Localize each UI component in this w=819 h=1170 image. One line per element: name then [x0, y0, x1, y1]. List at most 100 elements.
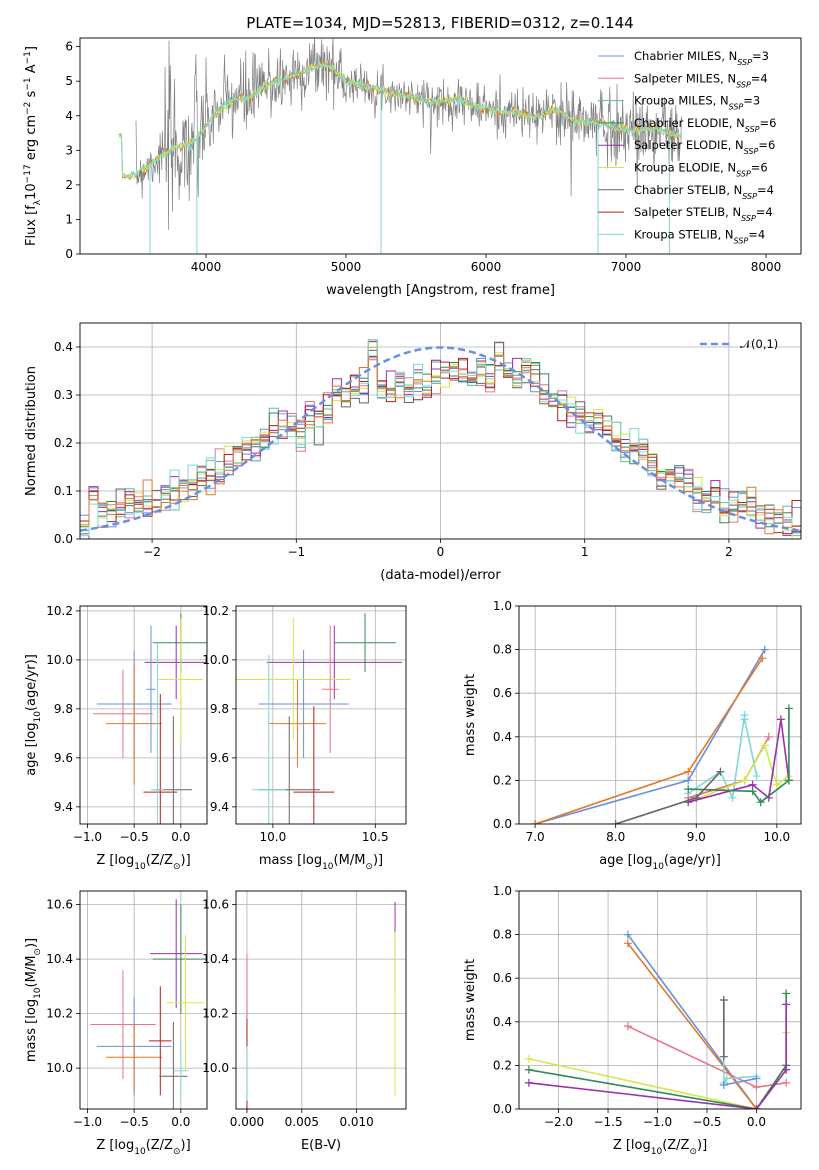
- legend-label: Chabrier STELIB, NSSP=4: [634, 183, 774, 201]
- weight-marker: [764, 732, 773, 741]
- tick-label-x: 8.0: [606, 830, 625, 844]
- tick-label-y: 9.6: [54, 751, 73, 765]
- tick-label-y: 0.3: [54, 388, 73, 402]
- x-axis-label-part: Z [log: [613, 1138, 651, 1153]
- legend-label: 𝒩(0,1): [740, 337, 778, 351]
- x-axis-label: E(B-V): [301, 1138, 341, 1153]
- x-axis-label-part: 10: [322, 862, 334, 872]
- tick-label-y: 10.2: [202, 604, 229, 618]
- legend-model-name: Salpeter MILES, N: [634, 71, 736, 85]
- weight-marker: [719, 996, 728, 1004]
- y-axis-label-part: ⊙: [33, 948, 43, 956]
- plot-area-mass-vs-ebv: [236, 891, 406, 1109]
- y-axis-label-part: λ: [33, 199, 43, 205]
- spectrum-model-line: [118, 60, 682, 181]
- weight-marker: [524, 1054, 533, 1063]
- tick-label-y: 1.0: [493, 884, 512, 898]
- x-axis-label: Z [log10(Z/Z⊙)]: [96, 1138, 190, 1157]
- weight-marker: [784, 704, 793, 713]
- axes-frame: [79, 605, 208, 825]
- legend-subscript: SSP: [736, 169, 751, 178]
- x-axis-label-part: ⊙: [173, 862, 181, 872]
- weight-marker: [740, 776, 749, 785]
- y-axis-label-part: erg cm: [24, 115, 39, 164]
- y-axis-label: mass weight: [463, 959, 478, 1041]
- x-axis-label-part: Z [log: [96, 853, 134, 868]
- tick-label-y: 0.0: [493, 817, 512, 831]
- weight-line: [723, 1077, 757, 1086]
- x-axis-label-part: 10: [652, 862, 664, 872]
- legend-label: Kroupa MILES, NSSP=3: [634, 94, 760, 112]
- plot-area-age-vs-Z: [80, 606, 207, 824]
- x-axis-label: (data-model)/error: [380, 568, 501, 583]
- tick-label-x: 9.0: [687, 830, 706, 844]
- weight-marker: [623, 939, 632, 948]
- x-axis-label: Z [log10(Z/Z⊙)]: [613, 1138, 707, 1157]
- axes-frame: [79, 37, 802, 255]
- weight-marker: [531, 820, 540, 824]
- weight-marker: [611, 820, 620, 824]
- tick-label-x: 7.0: [526, 830, 545, 844]
- tick-label-y: 0.6: [493, 686, 512, 700]
- tick-label-x: 4000: [191, 260, 222, 274]
- plot-area-spectrum: [118, 38, 683, 254]
- y-axis-label-part: (M/M: [24, 956, 39, 988]
- panel-mass-weight-vs-Z: −2.0 −1.5 −1.0 −0.5 0.0 0.0 0.2 0.4 0.6 0.8 1.0 Z […: [463, 884, 802, 1157]
- x-axis-label-part: 10: [134, 1147, 146, 1157]
- weight-marker: [758, 654, 767, 663]
- weight-marker: [752, 1105, 761, 1109]
- weight-marker: [782, 1078, 791, 1087]
- weight-marker: [752, 1083, 761, 1092]
- legend-label: Kroupa ELODIE, NSSP=6: [634, 161, 768, 179]
- panel-mass-vs-Z: −1.0 −0.5 0.010.010.210.410.6Z [log10(Z/Z⊙…: [24, 890, 208, 1157]
- spectrum-data-line: [135, 38, 683, 230]
- tick-label-x: 5000: [331, 260, 362, 274]
- tick-label-x: −1.0: [73, 830, 102, 844]
- tick-label-y: 0.4: [493, 1015, 512, 1029]
- x-axis-label-part: (Z/Z: [146, 1138, 173, 1153]
- weight-marker: [623, 1022, 632, 1031]
- tick-label-y: 9.4: [210, 800, 229, 814]
- y-axis-label-part: ]: [24, 46, 39, 51]
- x-axis-label-part: ⊙: [365, 862, 373, 872]
- x-axis-label-part: (M/M: [334, 853, 366, 868]
- tick-label-y: 0.4: [54, 340, 73, 354]
- weight-marker: [684, 776, 693, 785]
- weight-line: [528, 1004, 788, 1109]
- x-axis-label: age [log10(age/yr)]: [599, 853, 721, 872]
- weight-line: [627, 934, 758, 1109]
- legend-model-name: Chabrier MILES, N: [634, 49, 737, 63]
- legend-subscript: SSP: [742, 191, 757, 200]
- legend-subscript: SSP: [729, 102, 744, 111]
- tick-label-y: 0.6: [493, 971, 512, 985]
- axes-frame: [79, 890, 208, 1110]
- weight-marker: [623, 930, 632, 939]
- legend-subscript: SSP: [744, 147, 759, 156]
- legend-subscript: SSP: [734, 236, 749, 245]
- x-axis-label: mass [log10(M/M⊙)]: [259, 853, 383, 872]
- legend-label: Chabrier ELODIE, NSSP=6: [634, 116, 776, 133]
- weight-marker: [719, 1081, 728, 1090]
- panel-residuals: −2 −1 0 1 2 0.0 0.1 0.2 0.3 0.4 𝒩(0,1) (data-model)…: [24, 322, 802, 583]
- plot-area-age-vs-mass: [236, 606, 406, 824]
- tick-label-y: 3: [65, 143, 73, 157]
- tick-label-x: −2.0: [544, 1115, 573, 1129]
- legend-label: Salpeter STELIB, NSSP=4: [634, 205, 773, 223]
- tick-label-y: 10.0: [202, 1061, 229, 1075]
- y-axis-label-part: (age/yr)]: [24, 654, 39, 711]
- y-axis-label-part: 10: [33, 711, 43, 723]
- tick-label-y: 10.0: [46, 653, 73, 667]
- y-axis-label-part: −2: [23, 102, 33, 115]
- normal-curve: [80, 346, 799, 532]
- weight-marker: [692, 793, 701, 802]
- axes-frame: [235, 605, 407, 825]
- panel-mass-weight-vs-age: 7.0 8.0 9.0 10.0 0.0 0.2 0.4 0.6 0.8 1.0 age [log1…: [463, 599, 802, 872]
- tick-label-y: 10.2: [46, 604, 73, 618]
- x-axis-label-part: )]: [181, 853, 191, 868]
- weight-marker: [524, 1078, 533, 1087]
- tick-label-y: 0.8: [493, 928, 512, 942]
- x-axis-label-part: ⊙: [689, 1147, 697, 1157]
- weight-marker: [684, 785, 693, 794]
- weight-marker: [524, 1065, 533, 1074]
- tick-label-y: 5: [65, 74, 73, 88]
